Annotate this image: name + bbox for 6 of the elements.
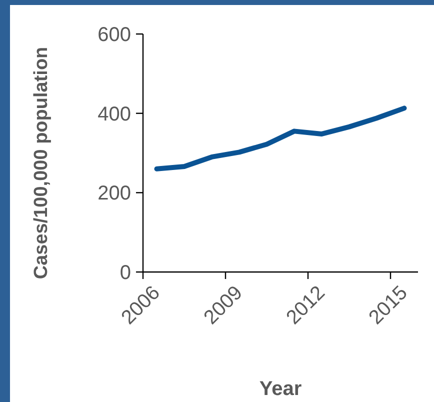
y-tick-label: 400 [98,103,131,126]
y-tick-label: 200 [98,182,131,205]
y-tick-label: 600 [98,24,131,46]
x-axis-title: Year [259,378,302,400]
y-axis-title: Cases/100,000 population [31,46,52,280]
y-tick-label: 0 [120,262,131,284]
